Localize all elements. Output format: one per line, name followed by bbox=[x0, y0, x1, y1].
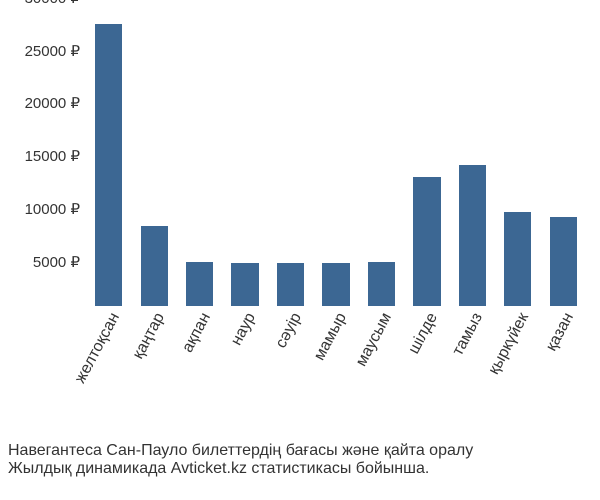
y-tick-label: 25000 ₽ bbox=[25, 42, 80, 60]
bar bbox=[459, 165, 486, 306]
caption-line-2: Жылдық динамикада Avticket.kz статистика… bbox=[8, 460, 473, 478]
bar bbox=[413, 177, 440, 306]
bar bbox=[550, 217, 577, 306]
x-tick-label: желтоқсан bbox=[71, 310, 123, 387]
bar-slot bbox=[86, 16, 131, 306]
bar bbox=[186, 262, 213, 306]
bar bbox=[95, 24, 122, 306]
bar-slot bbox=[541, 16, 586, 306]
bar-slot bbox=[177, 16, 222, 306]
y-tick-label: 5000 ₽ bbox=[33, 253, 80, 271]
x-tick-label: мамыр bbox=[311, 310, 351, 364]
x-tick-label: сәуір bbox=[272, 310, 305, 351]
bar bbox=[368, 262, 395, 306]
x-tick-label: тамыз bbox=[450, 310, 487, 359]
caption-line-1: Навегантеса Сан-Пауло билеттердің бағасы… bbox=[8, 442, 473, 460]
x-tick-label: қазан bbox=[543, 310, 578, 354]
bar-slot bbox=[495, 16, 540, 306]
bar bbox=[141, 226, 168, 306]
bar-slot bbox=[404, 16, 449, 306]
price-bar-chart: 5000 ₽ 10000 ₽ 15000 ₽ 20000 ₽ 25000 ₽ 30000 … bbox=[0, 0, 600, 500]
y-tick-label: 20000 ₽ bbox=[25, 94, 80, 112]
bar-slot bbox=[131, 16, 176, 306]
bar bbox=[277, 263, 304, 306]
bar-slot bbox=[222, 16, 267, 306]
x-tick-label: наур bbox=[228, 310, 260, 349]
x-tick-label: маусым bbox=[353, 310, 396, 370]
bar bbox=[504, 212, 531, 306]
bar-slot bbox=[359, 16, 404, 306]
x-tick-label: қыркүйек bbox=[485, 310, 532, 378]
y-tick-label: 30000 ₽ bbox=[25, 0, 80, 7]
x-tick-label: шілде bbox=[405, 310, 442, 357]
bar-slot bbox=[313, 16, 358, 306]
bar-slot bbox=[450, 16, 495, 306]
x-tick-label: қаңтар bbox=[130, 310, 169, 362]
plot-area: 5000 ₽10000 ₽15000 ₽20000 ₽25000 ₽30000 … bbox=[85, 16, 586, 306]
bar-slot bbox=[268, 16, 313, 306]
bars-container bbox=[86, 16, 586, 306]
y-tick-label: 10000 ₽ bbox=[25, 200, 80, 218]
bar bbox=[322, 263, 349, 306]
chart-caption: Навегантеса Сан-Пауло билеттердің бағасы… bbox=[8, 442, 473, 478]
x-tick-label: ақпан bbox=[179, 310, 215, 356]
bar bbox=[231, 263, 258, 306]
y-tick-label: 15000 ₽ bbox=[25, 147, 80, 165]
